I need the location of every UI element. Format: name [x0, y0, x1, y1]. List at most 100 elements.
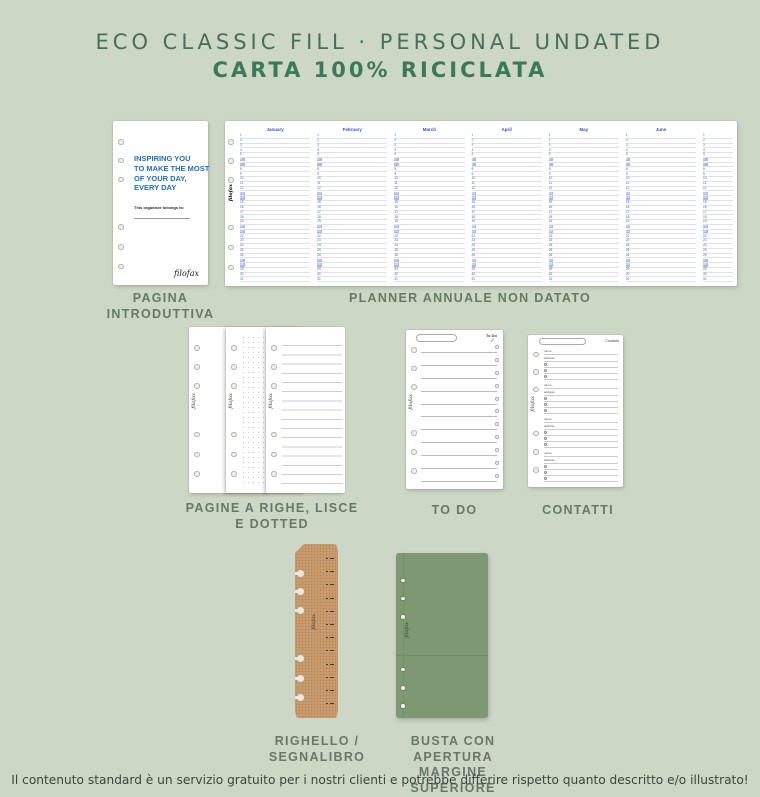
day-row: 5 [703, 153, 734, 158]
day-number: 9 [240, 171, 242, 176]
day-number: 3 [471, 142, 474, 147]
day-number: 21 [471, 228, 477, 234]
caption-contacts: CONTATTI [542, 503, 614, 517]
day-number: 20 [548, 224, 554, 229]
day-number: 24 [625, 243, 630, 248]
day-number: 31 [317, 276, 321, 281]
day-row: 17 [394, 210, 465, 216]
contact-field-icon [544, 477, 547, 480]
day-number: 2 [240, 138, 242, 143]
filofax-vertical-brand: filofax [311, 613, 317, 630]
day-number: 17 [625, 209, 630, 214]
punch-hole [533, 430, 539, 437]
day-number: 13 [703, 190, 708, 195]
day-row: 27 [394, 257, 465, 264]
day-row: 5 [625, 153, 697, 158]
day-number: 28 [625, 262, 631, 267]
day-number: 12 [317, 185, 321, 190]
day-row: 1 [548, 133, 619, 139]
day-row: 3 [703, 143, 734, 149]
day-row: 30 [394, 272, 465, 278]
punch-hole [118, 139, 124, 145]
punch-hole [533, 449, 539, 455]
day-row: 4 [317, 147, 388, 154]
product-name: ECO CLASSIC FILL · PERSONAL UNDATED [95, 30, 665, 54]
day-row: 14 [548, 196, 619, 201]
day-number: 19 [703, 219, 707, 224]
punch-hole [118, 244, 124, 250]
contact-field-icon [544, 403, 547, 406]
month-header: June [655, 127, 667, 132]
day-number: 7 [703, 162, 708, 167]
day-row: 26 [703, 253, 734, 259]
day-number: 28 [703, 262, 708, 267]
day-number: 3 [625, 142, 628, 147]
day-number: 29 [471, 267, 476, 272]
day-row: 18 [703, 215, 734, 221]
day-row: 7 [394, 162, 465, 168]
day-number: 12 [703, 185, 707, 190]
day-row: 10 [548, 177, 619, 182]
day-number: 30 [625, 271, 630, 276]
day-number: 4 [317, 147, 319, 152]
day-number: 8 [703, 166, 705, 171]
day-row: 23 [394, 239, 465, 244]
contact-icon-row [544, 374, 618, 380]
day-row: 18 [625, 215, 697, 221]
day-row: 7 [703, 162, 734, 168]
day-row: 13 [548, 191, 619, 197]
day-row: 18 [394, 215, 465, 221]
day-row: 9 [317, 171, 388, 178]
filofax-vertical-brand: filofax [228, 183, 234, 201]
day-row: 7 [240, 162, 311, 168]
day-row: 13 [317, 190, 388, 197]
day-number: 29 [703, 267, 707, 272]
day-number: 13 [317, 190, 322, 195]
day-row: 25 [471, 248, 542, 254]
day-row: 10 [471, 177, 542, 182]
contact-icon-row [544, 470, 618, 476]
day-number: 4 [394, 147, 397, 152]
punch-hole [411, 430, 417, 436]
caption-ruler: RIGHELLO / SEGNALIBRO [268, 734, 366, 764]
day-number: 16 [625, 205, 630, 209]
day-number: 7 [240, 162, 245, 167]
day-row: 8 [471, 167, 542, 173]
day-number: 28 [394, 262, 399, 267]
day-number: 9 [317, 171, 319, 176]
punch-hole [297, 606, 304, 614]
day-number: 15 [471, 200, 476, 205]
day-number: 29 [625, 267, 630, 272]
day-number: 22 [394, 233, 398, 238]
contact-field-icon [544, 363, 547, 366]
day-row: 27 [703, 258, 734, 264]
day-row: 6 [703, 157, 734, 163]
day-number: 13 [471, 190, 477, 195]
day-number: 26 [548, 252, 553, 257]
day-number: 15 [317, 200, 321, 205]
day-number: 29 [548, 267, 553, 272]
day-row: 23 [548, 239, 619, 244]
day-row: 14 [471, 196, 542, 201]
contact-field-icon [544, 465, 547, 468]
punch-hole-notch [295, 572, 298, 576]
day-row: 13 [240, 191, 311, 197]
day-number: 23 [471, 238, 476, 243]
day-number: 1 [548, 133, 551, 138]
day-number: 27 [394, 257, 399, 262]
day-number: 24 [317, 243, 321, 248]
day-row: 11 [240, 181, 311, 187]
day-row: 23 [317, 239, 388, 244]
day-number: 29 [394, 267, 398, 272]
day-number: 9 [703, 171, 705, 176]
day-row: 30 [471, 272, 542, 278]
todo-checkbox-circle [495, 345, 499, 349]
planner-month-column: June 1 2 3 4 5 6 7 8 9 10 11 12 13 14 15 16 17 18 19 20 21 22 2… [625, 126, 697, 283]
day-number: 31 [703, 276, 707, 281]
day-number: 1 [394, 133, 397, 138]
day-number: 14 [317, 195, 322, 200]
day-row: 26 [471, 253, 542, 259]
punch-hole [231, 345, 237, 351]
ruler-tick [326, 703, 334, 705]
todo-checkbox-circle [495, 396, 499, 401]
